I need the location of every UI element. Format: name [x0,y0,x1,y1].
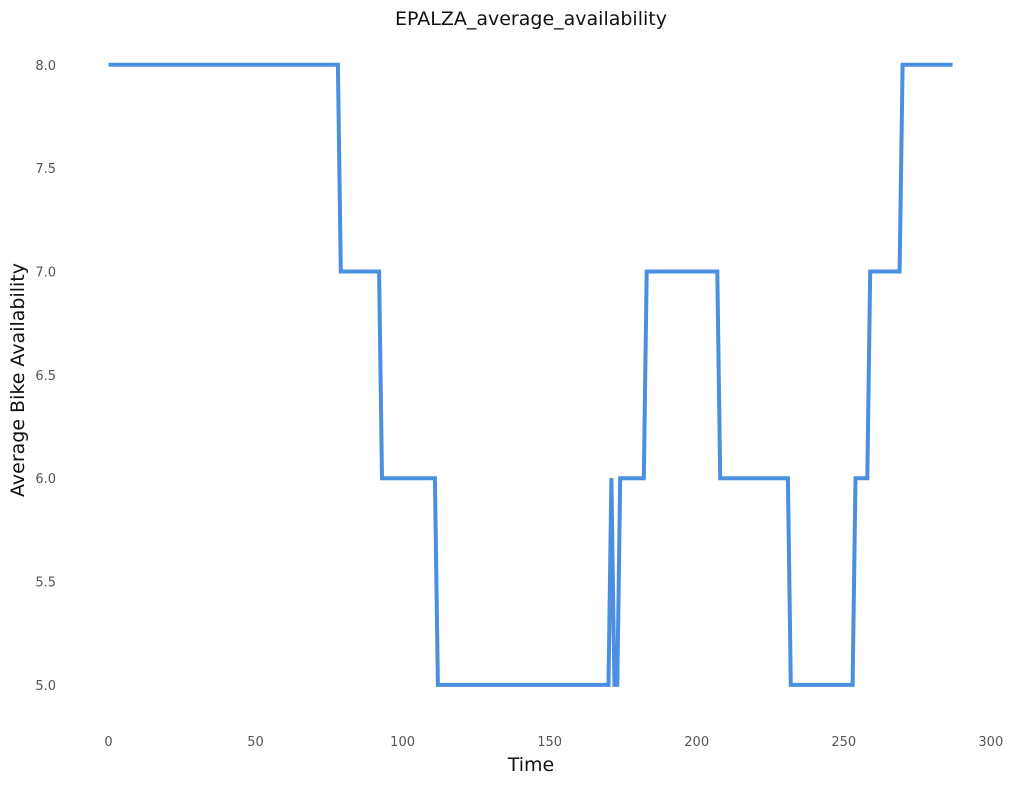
y-tick-label: 6.0 [35,472,56,487]
y-tick-label: 8.0 [35,59,56,74]
chart-title: EPALZA_average_availability [395,8,667,30]
y-axis-label: Average Bike Availability [7,263,29,497]
series-layer [108,62,953,687]
x-tick-label: 150 [537,735,562,750]
x-tick-label: 250 [831,735,856,750]
y-tick-label: 6.5 [35,369,56,384]
y-tick-label: 7.0 [35,266,56,281]
x-tick-label: 0 [104,735,112,750]
y-tick-label: 7.5 [35,162,56,177]
series-line [108,62,953,687]
x-axis-label: Time [507,754,555,776]
y-tick-labels: 5.0 5.5 6.0 6.5 7.0 7.5 8.0 [35,59,56,694]
x-tick-label: 200 [684,735,709,750]
x-tick-label: 100 [390,735,415,750]
y-tick-label: 5.0 [35,679,56,694]
x-tick-label: 300 [978,735,1003,750]
x-tick-labels: 0 50 100 150 200 250 300 [104,735,1003,750]
y-tick-label: 5.5 [35,576,56,591]
x-tick-label: 50 [247,735,264,750]
